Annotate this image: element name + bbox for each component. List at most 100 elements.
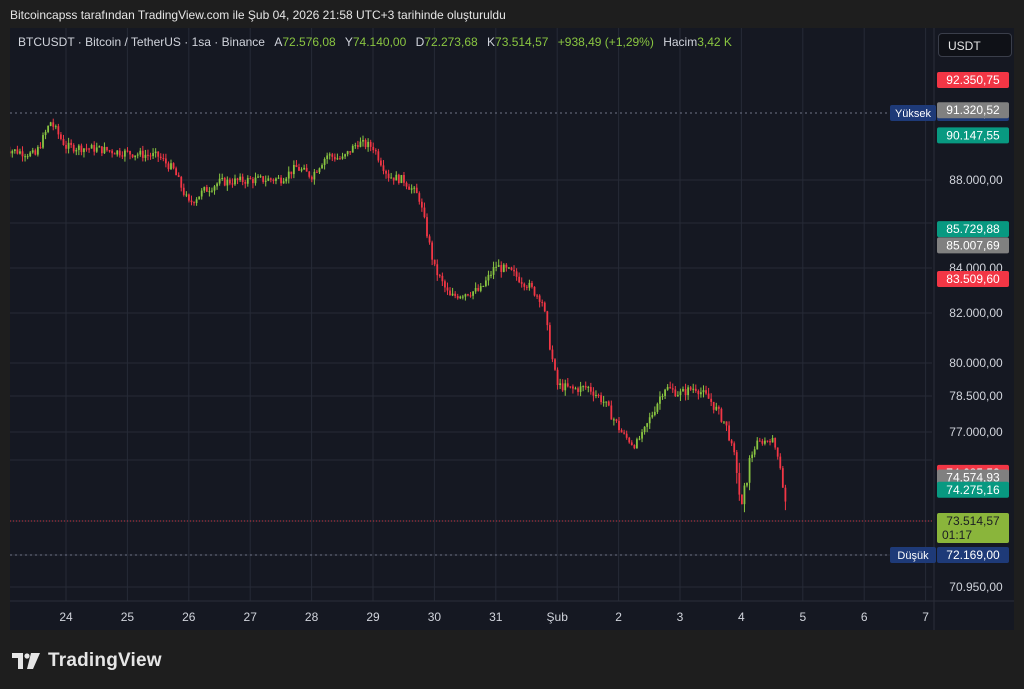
candle-body (323, 159, 326, 166)
candle-body (341, 156, 344, 159)
candle-body (313, 171, 316, 180)
candle-body (259, 176, 262, 178)
candle-body (479, 286, 482, 291)
candle-body (538, 295, 541, 302)
candle-body (90, 145, 93, 149)
candle-body (21, 151, 24, 157)
candle-body (625, 433, 628, 438)
candle-body (664, 389, 666, 397)
candle-body (753, 449, 756, 455)
low-marker-tag (890, 547, 936, 563)
candle-body (610, 405, 613, 420)
candle-body (351, 145, 354, 153)
x-tick-label: 5 (799, 610, 806, 624)
candle-body (551, 349, 554, 360)
candle-body (116, 150, 119, 155)
close-label: K (487, 35, 496, 49)
candle-body (633, 445, 636, 449)
candle-body (282, 181, 285, 184)
candle-body (477, 287, 480, 291)
candle-body (743, 485, 746, 505)
candle-body (162, 157, 165, 159)
candle-body (275, 178, 277, 181)
candle-body (13, 149, 16, 152)
candle-body (236, 178, 239, 181)
candle-body (106, 146, 108, 151)
candle-body (31, 150, 34, 153)
open-label: A (274, 35, 283, 49)
candle-body (252, 179, 254, 184)
candle-body (390, 177, 393, 179)
price-chart[interactable]: 24 25 26 27 28 29 30 31 Şub 2 3 4 5 6 7 70.950,00 77.000… (10, 28, 1014, 630)
candle-body (418, 193, 421, 202)
candle-body (682, 389, 684, 392)
candle-body (577, 388, 579, 392)
candle-body (748, 458, 751, 483)
candle-body (497, 265, 500, 267)
candle-body (502, 264, 505, 272)
candle-body (428, 236, 431, 243)
open-value: 72.576,08 (282, 35, 336, 49)
candle-body (188, 194, 190, 201)
candle-body (387, 173, 390, 179)
candle-body (431, 242, 434, 260)
candle-body (646, 423, 649, 427)
candle-body (103, 146, 106, 154)
candle-body (226, 179, 229, 186)
high-label: Y (344, 35, 353, 49)
candle-body (139, 150, 142, 155)
candle-body (515, 271, 518, 277)
candle-body (359, 141, 362, 147)
candle-body (42, 135, 44, 148)
last-price-label: 73.514,57 (946, 514, 1000, 528)
candle-body (193, 202, 195, 204)
price-tag-label: 85.729,88 (946, 222, 1000, 236)
candle-body (618, 420, 620, 431)
chart-panel[interactable]: 24 25 26 27 28 29 30 31 Şub 2 3 4 5 6 7 70.950,00 77.000… (10, 28, 1014, 630)
high-marker-tag (890, 105, 936, 122)
price-tag-label: 90.147,55 (946, 128, 1000, 142)
candle-body (36, 147, 39, 155)
candle-body (579, 386, 582, 392)
candle-body (725, 421, 728, 426)
candle-body (449, 290, 451, 296)
candle-body (651, 414, 654, 418)
low-value-label: 72.169,00 (946, 548, 1000, 562)
candle-body (333, 156, 336, 160)
candle-body (687, 387, 690, 396)
candle-body (328, 154, 331, 156)
candle-body (771, 437, 774, 443)
candle-body (518, 276, 521, 283)
candle-body (239, 176, 242, 181)
candle-body (607, 401, 610, 406)
candle-body (195, 199, 198, 203)
x-tick-label: 25 (121, 610, 135, 624)
candle-body (98, 146, 101, 148)
candle-body (513, 269, 515, 272)
price-tag-label: 91.320,52 (946, 103, 1000, 117)
x-tick-label: 24 (59, 610, 73, 624)
candle-body (154, 151, 157, 154)
candle-body (592, 391, 595, 396)
candle-body (218, 178, 221, 184)
candle-body (484, 280, 487, 287)
candle-body (679, 391, 682, 396)
price-tag-label: 92.350,75 (946, 73, 1000, 87)
candle-body (177, 175, 180, 177)
candle-body (244, 182, 247, 184)
candle-body (776, 447, 779, 457)
candle-body (254, 177, 257, 184)
candle-body (380, 160, 382, 166)
candle-body (751, 454, 754, 459)
candle-body (85, 148, 88, 150)
symbol-description[interactable]: BTCUSDT · Bitcoin / TetherUS · 1sa · Bin… (18, 35, 265, 49)
currency-button[interactable]: USDT (938, 33, 1012, 57)
candle-body (674, 389, 677, 397)
x-tick-label: 30 (428, 610, 442, 624)
price-tag (937, 469, 1009, 486)
candle-body (403, 175, 405, 183)
candle-body (408, 186, 410, 190)
candle-body (433, 259, 436, 265)
candle-body (83, 148, 85, 153)
candle-body (26, 156, 29, 158)
